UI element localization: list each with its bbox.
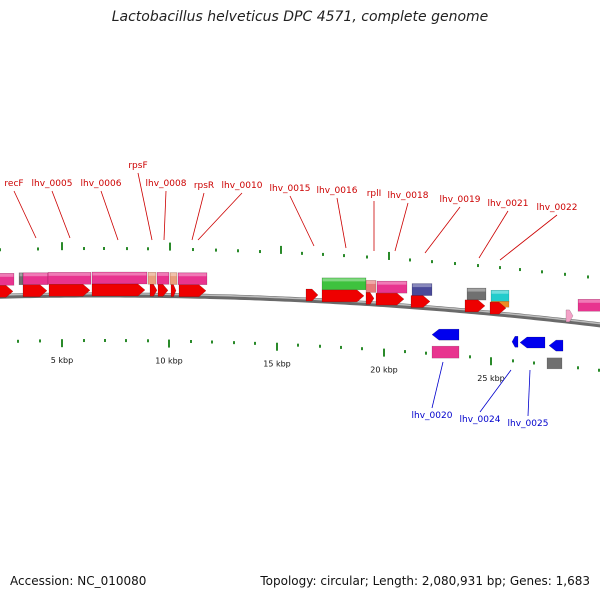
forward-gene-arrow[interactable] bbox=[565, 309, 574, 323]
feature-block-gloss bbox=[48, 272, 91, 276]
scale-label: 5 kbp bbox=[51, 356, 73, 365]
forward-gene-label[interactable]: lhv_0015 bbox=[270, 184, 311, 194]
forward-label-leader bbox=[336, 197, 347, 249]
forward-gene-arrow[interactable] bbox=[365, 292, 375, 305]
feature-block-gloss bbox=[366, 280, 376, 284]
reverse-gene-label[interactable]: lhv_0025 bbox=[508, 419, 549, 429]
reverse-gene-arrow[interactable] bbox=[548, 339, 564, 352]
genome-backbone bbox=[0, 292, 600, 328]
forward-gene-label[interactable]: rpsR bbox=[194, 181, 214, 191]
accession-label: Accession: NC_010080 bbox=[10, 574, 147, 588]
forward-gene-arrow[interactable] bbox=[321, 289, 365, 303]
forward-label-leader bbox=[100, 190, 119, 241]
forward-gene-label[interactable]: lhv_0022 bbox=[537, 203, 578, 213]
feature-block-gloss bbox=[412, 284, 432, 288]
feature-block-gloss bbox=[92, 272, 147, 276]
scale-label: 20 kbp bbox=[370, 366, 398, 375]
forward-gene-arrow[interactable] bbox=[91, 283, 146, 297]
forward-gene-label[interactable]: lhv_0008 bbox=[146, 179, 187, 189]
feature-block-gloss bbox=[157, 272, 169, 276]
forward-gene-label[interactable]: lhv_0010 bbox=[222, 181, 263, 191]
forward-gene-arrow[interactable] bbox=[305, 288, 319, 302]
forward-gene-arrow[interactable] bbox=[170, 284, 177, 297]
scale-label: 10 kbp bbox=[155, 357, 183, 366]
reverse-gene-arrow[interactable] bbox=[519, 336, 546, 349]
forward-gene-arrow[interactable] bbox=[464, 299, 486, 313]
scale-label: 25 kbp bbox=[477, 374, 505, 383]
reverse-gene-arrow[interactable] bbox=[431, 328, 460, 341]
feature-block-gloss bbox=[170, 273, 177, 277]
forward-gene-arrow[interactable] bbox=[157, 284, 169, 297]
feature-block[interactable] bbox=[546, 357, 563, 370]
reverse-label-leader bbox=[479, 369, 512, 413]
forward-label-leader bbox=[394, 202, 409, 252]
feature-block-gloss bbox=[377, 281, 407, 285]
forward-label-leader bbox=[163, 190, 167, 241]
feature-block-gloss bbox=[148, 272, 156, 276]
forward-gene-label[interactable]: lhv_0019 bbox=[440, 195, 481, 205]
genome-backbone-highlight bbox=[0, 293, 600, 325]
forward-label-leader bbox=[289, 195, 315, 247]
forward-gene-label[interactable]: lhv_0006 bbox=[81, 179, 122, 189]
feature-block[interactable] bbox=[147, 272, 157, 285]
feature-block[interactable] bbox=[365, 280, 377, 293]
genome-summary-label: Topology: circular; Length: 2,080,931 bp… bbox=[260, 574, 590, 588]
forward-label-leader bbox=[191, 192, 205, 241]
forward-gene-arrow[interactable] bbox=[178, 284, 207, 297]
feature-block-gloss bbox=[467, 288, 486, 292]
feature-block[interactable] bbox=[169, 272, 178, 285]
reverse-label-leader bbox=[527, 369, 531, 417]
forward-gene-arrow[interactable] bbox=[410, 295, 431, 308]
forward-gene-label[interactable]: lhv_0021 bbox=[488, 199, 529, 209]
scale-label: 15 kbp bbox=[263, 360, 291, 369]
forward-gene-arrow[interactable] bbox=[0, 285, 14, 298]
map-title: Lactobacillus helveticus DPC 4571, compl… bbox=[111, 9, 489, 25]
feature-block-gloss bbox=[578, 299, 600, 303]
forward-gene-label[interactable]: lhv_0005 bbox=[32, 179, 73, 189]
feature-block-gloss bbox=[0, 273, 14, 277]
feature-block[interactable] bbox=[431, 345, 460, 359]
reverse-gene-label[interactable]: lhv_0024 bbox=[460, 415, 501, 425]
forward-gene-arrow[interactable] bbox=[22, 284, 48, 297]
forward-label-leader bbox=[478, 210, 509, 259]
forward-gene-arrow[interactable] bbox=[375, 292, 405, 306]
feature-block-gloss bbox=[178, 273, 207, 277]
forward-gene-label[interactable]: recF bbox=[4, 179, 23, 189]
reverse-gene-arrow[interactable] bbox=[511, 336, 519, 348]
feature-block-gloss bbox=[23, 273, 48, 277]
feature-block[interactable] bbox=[177, 272, 208, 285]
forward-gene-arrow[interactable] bbox=[48, 284, 91, 297]
forward-gene-label[interactable]: rplI bbox=[367, 189, 382, 199]
feature-block-gloss bbox=[19, 273, 23, 277]
reverse-label-leader bbox=[431, 361, 444, 409]
reverse-gene-label[interactable]: lhv_0020 bbox=[412, 411, 453, 421]
forward-label-leader bbox=[13, 190, 37, 239]
forward-gene-label[interactable]: lhv_0016 bbox=[317, 186, 358, 196]
forward-label-leader bbox=[424, 206, 461, 254]
forward-gene-arrow[interactable] bbox=[489, 301, 507, 315]
forward-label-leader bbox=[499, 214, 558, 261]
forward-label-leader bbox=[51, 190, 71, 239]
forward-label-leader bbox=[137, 172, 153, 241]
feature-block-gloss bbox=[491, 290, 509, 294]
forward-gene-label[interactable]: rpsF bbox=[128, 161, 147, 171]
feature-block-gloss bbox=[322, 278, 366, 282]
feature-block[interactable] bbox=[577, 299, 600, 312]
forward-gene-label[interactable]: lhv_0018 bbox=[388, 191, 429, 201]
forward-gene-arrow[interactable] bbox=[149, 284, 158, 297]
feature-block[interactable] bbox=[156, 272, 170, 285]
forward-label-leader bbox=[197, 192, 243, 241]
